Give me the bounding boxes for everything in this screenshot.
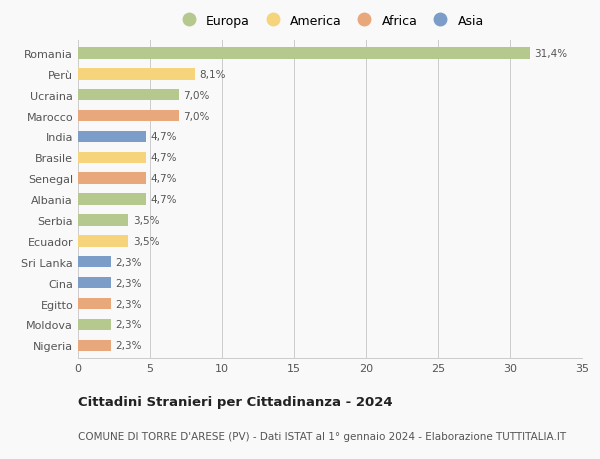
Text: 4,7%: 4,7% bbox=[150, 195, 176, 205]
Bar bbox=[78, 257, 111, 268]
Text: 3,5%: 3,5% bbox=[133, 236, 159, 246]
Bar bbox=[78, 69, 194, 80]
Bar bbox=[78, 173, 146, 185]
Text: 2,3%: 2,3% bbox=[115, 278, 142, 288]
Bar bbox=[78, 235, 128, 247]
Bar bbox=[78, 131, 146, 143]
Text: 2,3%: 2,3% bbox=[115, 257, 142, 267]
Bar bbox=[78, 111, 179, 122]
Bar bbox=[78, 215, 128, 226]
Legend: Europa, America, Africa, Asia: Europa, America, Africa, Asia bbox=[171, 10, 489, 33]
Text: 2,3%: 2,3% bbox=[115, 341, 142, 351]
Bar bbox=[78, 319, 111, 330]
Text: 4,7%: 4,7% bbox=[150, 153, 176, 163]
Text: 7,0%: 7,0% bbox=[183, 90, 209, 101]
Bar bbox=[78, 152, 146, 164]
Text: 31,4%: 31,4% bbox=[535, 49, 568, 59]
Bar bbox=[78, 48, 530, 60]
Text: 4,7%: 4,7% bbox=[150, 132, 176, 142]
Text: 2,3%: 2,3% bbox=[115, 319, 142, 330]
Text: 7,0%: 7,0% bbox=[183, 112, 209, 121]
Bar bbox=[78, 277, 111, 289]
Text: Cittadini Stranieri per Cittadinanza - 2024: Cittadini Stranieri per Cittadinanza - 2… bbox=[78, 395, 392, 408]
Text: 3,5%: 3,5% bbox=[133, 216, 159, 225]
Text: 8,1%: 8,1% bbox=[199, 70, 226, 80]
Text: 4,7%: 4,7% bbox=[150, 174, 176, 184]
Text: 2,3%: 2,3% bbox=[115, 299, 142, 309]
Bar bbox=[78, 298, 111, 309]
Bar bbox=[78, 340, 111, 351]
Bar bbox=[78, 90, 179, 101]
Bar bbox=[78, 194, 146, 205]
Text: COMUNE DI TORRE D'ARESE (PV) - Dati ISTAT al 1° gennaio 2024 - Elaborazione TUTT: COMUNE DI TORRE D'ARESE (PV) - Dati ISTA… bbox=[78, 431, 566, 442]
